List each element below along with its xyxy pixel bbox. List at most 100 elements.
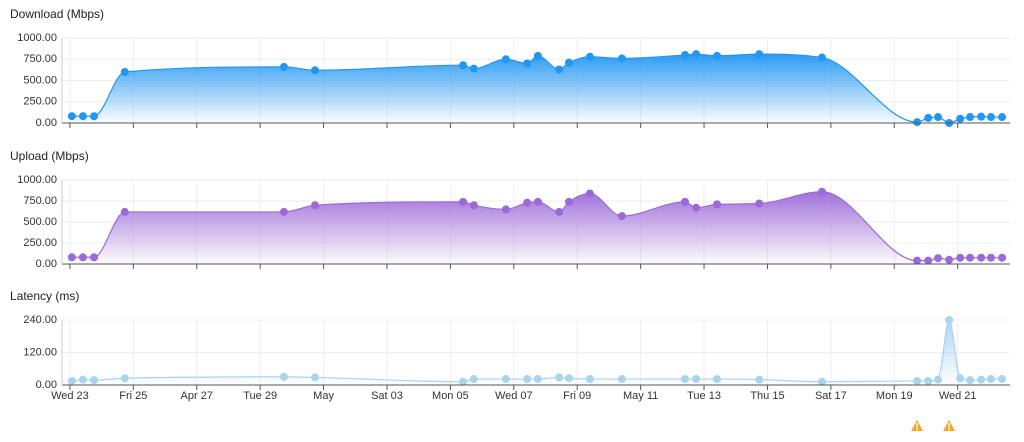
x-tick-label: Fri 25: [119, 390, 147, 402]
point: [986, 113, 995, 122]
point: [692, 203, 701, 212]
point: [934, 113, 943, 122]
y-tick-label: 0.00: [36, 117, 57, 129]
point: [956, 114, 965, 123]
point: [469, 375, 478, 384]
point: [90, 253, 99, 262]
point: [956, 374, 965, 383]
y-tick-label: 1000.00: [17, 32, 57, 44]
y-tick-label: 250.00: [23, 237, 57, 249]
point: [681, 51, 690, 59]
point: [67, 376, 76, 385]
point: [713, 51, 722, 60]
area-fill: [71, 54, 1003, 123]
y-tick-label: 120.00: [23, 346, 57, 358]
point: [120, 207, 129, 216]
point: [279, 207, 288, 216]
x-tick-label: Mon 05: [432, 390, 469, 402]
point: [913, 256, 922, 265]
point: [956, 253, 965, 262]
point: [533, 197, 542, 206]
point: [564, 197, 573, 206]
point: [78, 375, 87, 384]
y-tick-label: 250.00: [23, 96, 57, 108]
point: [713, 200, 722, 209]
point: [924, 376, 933, 385]
panel-title: Latency (ms): [10, 289, 79, 303]
panel-title: Download (Mbps): [10, 7, 104, 21]
x-tick-label: Wed 21: [939, 390, 977, 402]
point: [998, 113, 1007, 122]
point: [120, 68, 129, 76]
point: [564, 374, 573, 383]
point: [501, 55, 510, 64]
point: [120, 374, 129, 383]
point: [692, 375, 701, 384]
x-tick-label: Thu 15: [750, 390, 784, 402]
x-tick-label: May 11: [623, 390, 658, 402]
point: [311, 66, 320, 75]
y-tick-label: 0.00: [36, 379, 57, 391]
point: [523, 375, 532, 384]
y-tick-label: 0.00: [36, 258, 57, 270]
point: [755, 199, 764, 208]
point: [681, 197, 690, 206]
point: [90, 376, 99, 385]
point: [90, 112, 99, 121]
point: [945, 316, 954, 324]
point: [966, 376, 975, 385]
point: [78, 112, 87, 121]
line: [71, 319, 1003, 383]
point: [986, 253, 995, 262]
y-tick-label: 750.00: [23, 195, 57, 207]
point: [555, 65, 564, 74]
point: [913, 376, 922, 385]
point: [998, 375, 1007, 384]
point: [501, 205, 510, 214]
point: [585, 52, 594, 61]
point: [279, 62, 288, 71]
point: [459, 61, 468, 70]
warning-icon: [911, 420, 923, 431]
point: [311, 373, 320, 382]
point: [585, 375, 594, 384]
y-tick-label: 750.00: [23, 53, 57, 65]
point: [67, 253, 76, 262]
point: [998, 253, 1007, 262]
x-tick-label: Wed 23: [51, 390, 89, 402]
point: [564, 58, 573, 67]
point: [617, 375, 626, 384]
point: [78, 253, 87, 262]
point: [966, 113, 975, 122]
x-tick-label: Wed 07: [495, 390, 533, 402]
point: [945, 255, 954, 264]
panel-title: Upload (Mbps): [10, 149, 89, 163]
point: [713, 375, 722, 384]
point: [986, 375, 995, 384]
x-tick-label: Tue 13: [687, 390, 721, 402]
warning-icon: [943, 420, 955, 431]
y-tick-label: 1000.00: [17, 174, 57, 186]
point: [817, 187, 826, 196]
point: [67, 112, 76, 121]
y-tick-label: 500.00: [23, 74, 57, 86]
point: [555, 207, 564, 216]
point: [555, 373, 564, 382]
point: [617, 212, 626, 221]
x-tick-label: Sat 17: [815, 390, 847, 402]
point: [924, 113, 933, 122]
point: [755, 375, 764, 384]
y-tick-label: 500.00: [23, 216, 57, 228]
point: [692, 50, 701, 59]
point: [311, 201, 320, 210]
point: [501, 375, 510, 384]
point: [279, 372, 288, 381]
point: [934, 375, 943, 384]
point: [817, 53, 826, 62]
point: [977, 112, 986, 121]
point: [977, 375, 986, 384]
point: [533, 51, 542, 60]
point: [523, 198, 532, 207]
y-tick-label: 240.00: [23, 314, 57, 326]
